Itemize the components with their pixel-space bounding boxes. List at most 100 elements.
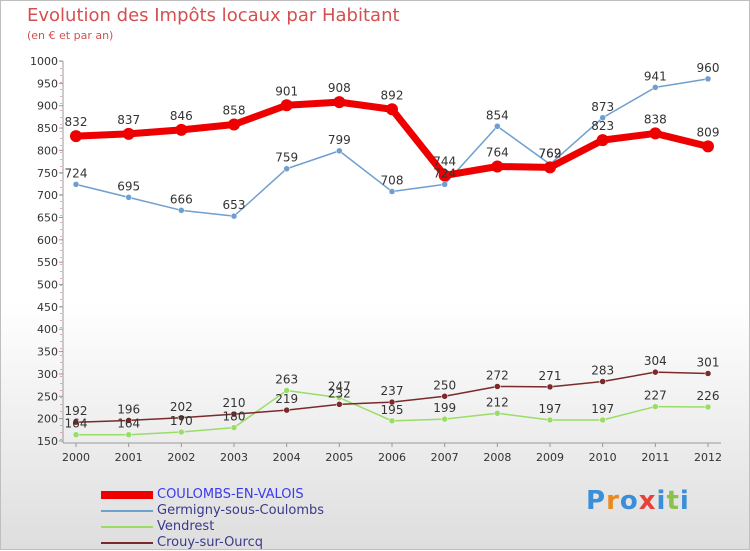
data-label: 227 [644,389,667,403]
legend-swatch [101,526,153,528]
data-label: 212 [486,395,509,409]
x-tick-label: 2012 [694,451,722,464]
y-tick-label: 800 [37,144,58,157]
data-label: 854 [486,108,509,122]
data-label: 301 [697,355,720,369]
y-tick-label: 500 [37,279,58,292]
y-tick-label: 550 [37,256,58,269]
data-point-0 [491,160,504,173]
legend-label: COULOMBS-EN-VALOIS [157,487,304,502]
data-label: 192 [65,404,88,418]
data-point-2 [441,415,448,423]
data-point-0 [702,140,714,153]
x-tick-label: 2004 [273,451,301,464]
data-label: 809 [697,125,720,139]
data-label: 837 [117,113,140,127]
proxiti-logo: Proxiti [586,486,690,516]
y-tick-label: 1000 [30,55,58,68]
data-label: 237 [381,384,404,398]
data-label: 858 [223,103,246,117]
data-point-0 [70,130,82,143]
data-point-3 [388,398,396,406]
data-label: 666 [170,192,193,206]
data-label: 271 [539,369,562,383]
data-point-3 [336,401,343,408]
data-label: 226 [697,389,720,403]
data-point-3 [546,383,554,391]
data-point-1 [652,84,659,91]
logo-letter: i [656,486,667,516]
x-tick-label: 2000 [62,451,90,464]
data-label: 908 [328,81,351,95]
data-label: 197 [539,402,562,416]
legend-swatch [101,510,153,512]
y-tick-label: 300 [37,368,58,381]
x-tick-label: 2002 [167,451,195,464]
data-label: 195 [381,403,404,417]
data-point-3 [230,410,238,418]
data-point-2 [178,428,185,436]
data-point-1 [178,207,185,214]
data-point-2 [652,403,659,410]
data-label: 232 [328,386,351,400]
y-tick-label: 200 [37,413,58,426]
legend-swatch [101,542,153,544]
data-label: 901 [275,84,298,98]
data-point-2 [283,387,290,394]
data-point-1 [283,165,290,172]
data-label: 941 [644,69,667,83]
logo-letter: o [619,486,639,516]
data-label: 759 [275,151,298,165]
data-point-3 [494,383,501,390]
data-point-1 [336,147,343,155]
x-tick-label: 2011 [641,451,669,464]
data-label: 283 [591,364,614,378]
data-point-0 [122,127,135,140]
data-label: 960 [697,61,720,75]
data-point-3 [125,417,132,424]
x-tick-label: 2001 [115,451,143,464]
data-point-1 [230,212,238,220]
data-label: 769 [539,146,562,160]
y-tick-label: 750 [37,167,58,180]
data-label: 762 [539,146,562,160]
y-tick-label: 150 [37,435,58,448]
data-label: 197 [591,402,614,416]
data-label: 164 [117,417,140,431]
data-point-0 [333,96,346,109]
data-point-2 [72,431,80,438]
data-point-2 [388,417,396,425]
legend-label: Vendrest [157,519,215,534]
data-point-2 [494,410,501,417]
data-label: 263 [275,372,298,386]
data-label: 219 [275,392,298,406]
x-tick-label: 2009 [536,451,564,464]
data-label: 838 [644,112,667,126]
logo-letter: x [638,486,657,516]
data-point-3 [599,378,606,385]
data-label: 764 [486,146,509,160]
data-point-0 [386,103,398,116]
data-point-2 [230,424,238,431]
logo-letter: r [606,486,620,516]
data-point-1 [72,181,80,188]
y-tick-label: 350 [37,346,58,359]
data-label: 304 [644,354,667,368]
y-tick-label: 650 [37,211,58,224]
data-label: 272 [486,368,509,382]
y-tick-label: 850 [37,122,58,135]
chart-title: Evolution des Impôts locaux par Habitant [27,5,400,26]
data-point-0 [280,99,293,112]
data-point-1 [125,194,132,201]
data-point-2 [336,394,343,401]
data-point-3 [178,414,185,422]
data-point-0 [544,161,556,174]
data-label: 653 [223,198,246,212]
x-tick-label: 2005 [325,451,353,464]
y-tick-label: 250 [37,390,58,403]
logo-letter: t [666,486,680,516]
chart-subtitle: (en € et par an) [27,29,114,42]
logo-letter: i [679,486,690,516]
